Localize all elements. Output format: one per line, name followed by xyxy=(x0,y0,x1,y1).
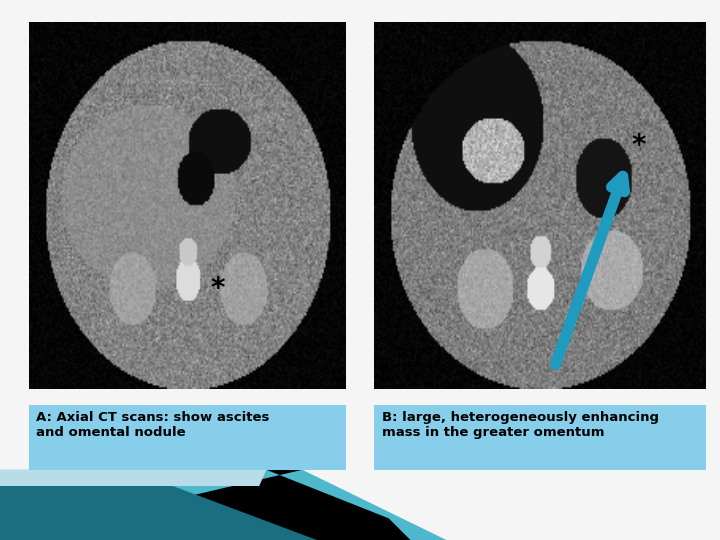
Text: B: large, heterogeneously enhancing
mass in the greater omentum: B: large, heterogeneously enhancing mass… xyxy=(382,411,659,440)
Bar xyxy=(374,405,706,470)
Bar xyxy=(374,22,706,389)
Text: A: Axial CT scans: show ascites
and omental nodule: A: Axial CT scans: show ascites and omen… xyxy=(36,411,269,440)
Text: *: * xyxy=(631,132,646,160)
Polygon shape xyxy=(0,470,410,540)
Text: *: * xyxy=(210,275,225,303)
Bar xyxy=(29,22,346,389)
Polygon shape xyxy=(0,486,317,540)
Bar xyxy=(29,405,346,470)
Polygon shape xyxy=(0,470,266,486)
Polygon shape xyxy=(0,470,446,540)
